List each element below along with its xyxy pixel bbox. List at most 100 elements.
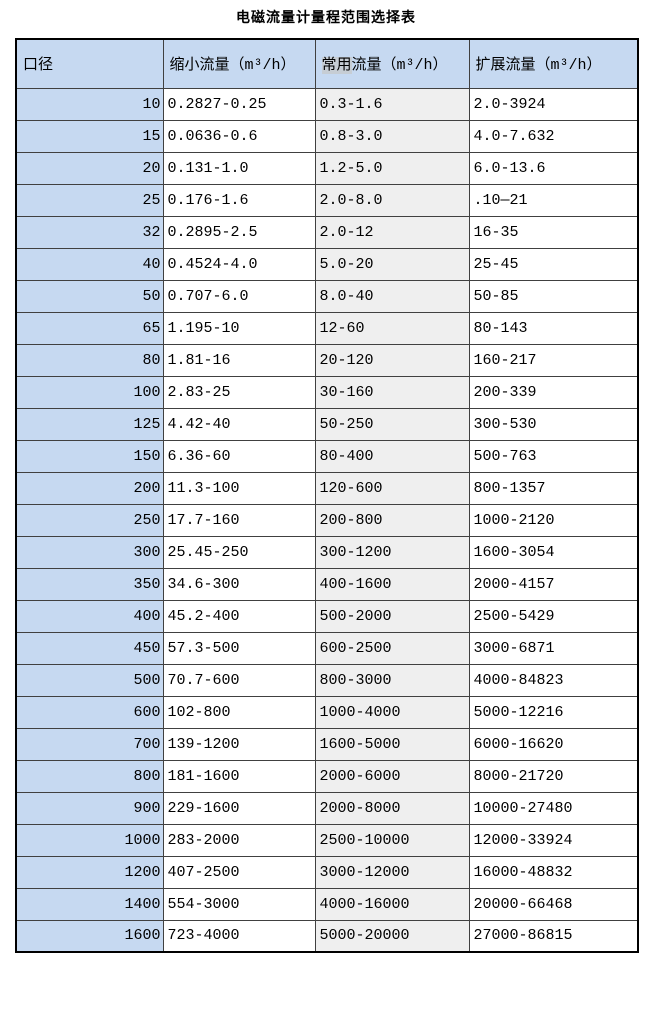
extended-flow-cell: 3000-6871 [468,631,639,665]
extended-flow-cell: 10000-27480 [468,791,639,825]
common-flow-cell: 400-1600 [314,567,470,601]
table-row: 20 0.131-1.0 1.2-5.0 6.0-13.6 [15,151,639,185]
table-row: 15 0.0636-0.6 0.8-3.0 4.0-7.632 [15,119,639,153]
diameter-cell: 25 [15,183,164,217]
reduced-flow-cell: 0.707-6.0 [162,279,316,313]
common-flow-cell: 2.0-12 [314,215,470,249]
table-row: 450 57.3-500 600-2500 3000-6871 [15,631,639,665]
diameter-cell: 1600 [15,919,164,953]
table-row: 1600 723-4000 5000-20000 27000-86815 [15,919,639,953]
extended-flow-cell: 50-85 [468,279,639,313]
diameter-cell: 450 [15,631,164,665]
common-flow-cell: 0.8-3.0 [314,119,470,153]
extended-flow-cell: 1000-2120 [468,503,639,537]
extended-flow-cell: 27000-86815 [468,919,639,953]
common-flow-cell: 600-2500 [314,631,470,665]
diameter-cell: 100 [15,375,164,409]
diameter-cell: 50 [15,279,164,313]
diameter-cell: 15 [15,119,164,153]
extended-flow-cell: 4.0-7.632 [468,119,639,153]
extended-flow-cell: 500-763 [468,439,639,473]
common-flow-cell: 30-160 [314,375,470,409]
header-common-flow-highlight: 常用 [321,57,352,75]
flow-range-table: 口径 缩小流量（m³/h） 常用流量（m³/h） 扩展流量（m³/h） 10 0.… [15,38,639,953]
common-flow-cell: 1600-5000 [314,727,470,761]
common-flow-cell: 12-60 [314,311,470,345]
table-row: 25 0.176-1.6 2.0-8.0.10—21 [15,183,639,217]
extended-flow-cell: 16000-48832 [468,855,639,889]
diameter-cell: 600 [15,695,164,729]
table-row: 400 45.2-400 500-2000 2500-5429 [15,599,639,633]
common-flow-cell: 5000-20000 [314,919,470,953]
extended-flow-cell: 160-217 [468,343,639,377]
common-flow-cell: 200-800 [314,503,470,537]
header-common-flow-rest: 流量（m³/h） [351,57,448,75]
reduced-flow-cell: 0.131-1.0 [162,151,316,185]
reduced-flow-cell: 17.7-160 [162,503,316,537]
reduced-flow-cell: 139-1200 [162,727,316,761]
common-flow-cell: 500-2000 [314,599,470,633]
common-flow-cell: 20-120 [314,343,470,377]
extended-flow-cell: 2.0-3924 [468,87,639,121]
diameter-cell: 1200 [15,855,164,889]
reduced-flow-cell: 57.3-500 [162,631,316,665]
common-flow-cell: 3000-12000 [314,855,470,889]
extended-flow-cell: 4000-84823 [468,663,639,697]
reduced-flow-cell: 0.2827-0.25 [162,87,316,121]
table-row: 65 1.195-10 12-60 80-143 [15,311,639,345]
common-flow-cell: 2500-10000 [314,823,470,857]
reduced-flow-cell: 0.4524-4.0 [162,247,316,281]
reduced-flow-cell: 0.0636-0.6 [162,119,316,153]
header-diameter: 口径 [15,38,164,89]
diameter-cell: 400 [15,599,164,633]
reduced-flow-cell: 554-3000 [162,887,316,921]
page-title: 电磁流量计量程范围选择表 [236,11,416,27]
diameter-cell: 300 [15,535,164,569]
diameter-cell: 10 [15,87,164,121]
common-flow-cell: 50-250 [314,407,470,441]
extended-flow-cell: 2500-5429 [468,599,639,633]
reduced-flow-cell: 70.7-600 [162,663,316,697]
diameter-cell: 65 [15,311,164,345]
reduced-flow-cell: 6.36-60 [162,439,316,473]
table-row: 350 34.6-300 400-1600 2000-4157 [15,567,639,601]
diameter-cell: 1000 [15,823,164,857]
table-row: 200 11.3-100 120-600 800-1357 [15,471,639,505]
header-common-flow: 常用流量（m³/h） [314,38,470,89]
reduced-flow-cell: 283-2000 [162,823,316,857]
reduced-flow-cell: 2.83-25 [162,375,316,409]
table-row: 150 6.36-60 80-400 500-763 [15,439,639,473]
table-row: 500 70.7-600 800-3000 4000-84823 [15,663,639,697]
common-flow-cell: 0.3-1.6 [314,87,470,121]
diameter-cell: 900 [15,791,164,825]
common-flow-cell: 2000-8000 [314,791,470,825]
common-flow-cell: 4000-16000 [314,887,470,921]
extended-flow-cell: 200-339 [468,375,639,409]
reduced-flow-cell: 11.3-100 [162,471,316,505]
reduced-flow-cell: 102-800 [162,695,316,729]
table-row: 100 2.83-25 30-160 200-339 [15,375,639,409]
common-flow-cell: 1.2-5.0 [314,151,470,185]
header-extended-flow: 扩展流量（m³/h） [468,38,639,89]
table-row: 125 4.42-40 50-250 300-530 [15,407,639,441]
reduced-flow-cell: 45.2-400 [162,599,316,633]
reduced-flow-cell: 25.45-250 [162,535,316,569]
table-row: 1400 554-3000 4000-16000 20000-66468 [15,887,639,921]
extended-flow-cell: 1600-3054 [468,535,639,569]
diameter-cell: 20 [15,151,164,185]
common-flow-cell: 800-3000 [314,663,470,697]
common-flow-cell: 300-1200 [314,535,470,569]
reduced-flow-cell: 407-2500 [162,855,316,889]
diameter-cell: 350 [15,567,164,601]
common-flow-cell: 2000-6000 [314,759,470,793]
extended-flow-cell: 6000-16620 [468,727,639,761]
reduced-flow-cell: 4.42-40 [162,407,316,441]
diameter-cell: 32 [15,215,164,249]
table-row: 250 17.7-160 200-800 1000-2120 [15,503,639,537]
extended-flow-cell: 5000-12216 [468,695,639,729]
reduced-flow-cell: 34.6-300 [162,567,316,601]
header-reduced-flow: 缩小流量（m³/h） [162,38,316,89]
extended-flow-cell: 12000-33924 [468,823,639,857]
extended-flow-cell: .10—21 [468,183,639,217]
common-flow-cell: 2.0-8.0 [314,183,470,217]
